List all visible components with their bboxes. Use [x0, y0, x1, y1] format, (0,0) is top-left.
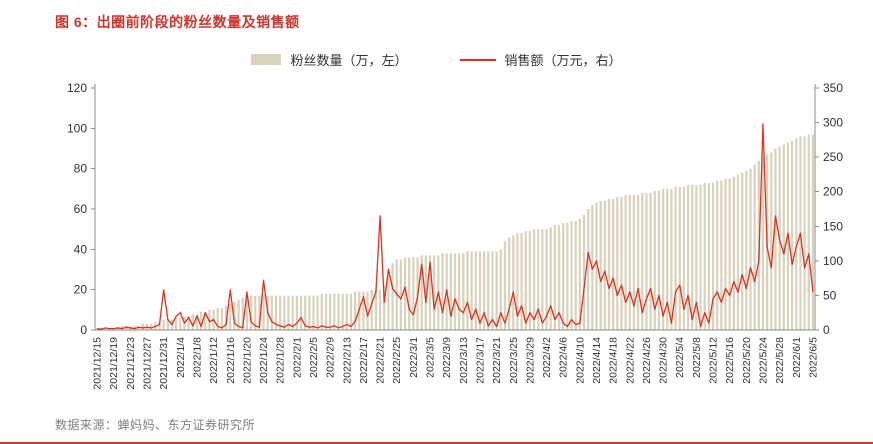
svg-text:2022/4/14: 2022/4/14 — [591, 337, 603, 384]
svg-text:2021/12/31: 2021/12/31 — [158, 337, 170, 390]
svg-text:100: 100 — [823, 254, 843, 268]
figure-title: 图 6：出圈前阶段的粉丝数量及销售额 — [55, 14, 300, 30]
legend-swatch-sales-icon — [459, 58, 496, 61]
svg-text:2022/3/17: 2022/3/17 — [475, 337, 487, 384]
svg-text:100: 100 — [67, 121, 87, 135]
svg-text:60: 60 — [74, 202, 88, 216]
svg-text:20: 20 — [74, 283, 88, 297]
legend-swatch-fans-icon — [251, 54, 282, 65]
svg-text:250: 250 — [823, 150, 843, 164]
svg-text:2022/3/1: 2022/3/1 — [408, 337, 420, 378]
right-axis-labels: 0 50 100 150 200 250 300 350 — [815, 81, 843, 337]
svg-text:300: 300 — [823, 116, 843, 130]
svg-text:2022/3/13: 2022/3/13 — [458, 337, 470, 384]
svg-text:2021/12/19: 2021/12/19 — [108, 337, 120, 390]
svg-text:2022/2/17: 2022/2/17 — [358, 337, 370, 384]
svg-text:2022/4/10: 2022/4/10 — [574, 337, 586, 384]
svg-text:350: 350 — [823, 81, 843, 95]
svg-text:2022/6/5: 2022/6/5 — [807, 337, 819, 378]
svg-text:2022/4/30: 2022/4/30 — [658, 337, 670, 384]
svg-text:2022/2/13: 2022/2/13 — [341, 337, 353, 384]
svg-text:2022/3/25: 2022/3/25 — [508, 337, 520, 384]
svg-text:2022/2/1: 2022/2/1 — [291, 337, 303, 378]
svg-text:2022/5/16: 2022/5/16 — [724, 337, 736, 384]
svg-text:2022/5/20: 2022/5/20 — [741, 337, 753, 384]
legend-label-fans: 粉丝数量（万，左） — [290, 53, 408, 68]
axes — [94, 84, 816, 331]
svg-text:2022/4/2: 2022/4/2 — [541, 337, 553, 378]
svg-text:2022/4/26: 2022/4/26 — [641, 337, 653, 384]
svg-text:2022/1/28: 2022/1/28 — [275, 337, 287, 384]
svg-text:2022/1/8: 2022/1/8 — [192, 337, 204, 378]
svg-text:2022/3/5: 2022/3/5 — [425, 337, 437, 378]
svg-text:2021/12/15: 2021/12/15 — [92, 337, 104, 390]
svg-text:2022/5/4: 2022/5/4 — [674, 337, 686, 378]
svg-text:2022/4/6: 2022/4/6 — [558, 337, 570, 378]
svg-text:120: 120 — [67, 81, 87, 95]
svg-text:2022/5/12: 2022/5/12 — [708, 337, 720, 384]
legend-label-sales: 销售额（万元，右） — [504, 53, 622, 68]
svg-text:2022/3/29: 2022/3/29 — [524, 337, 536, 384]
svg-text:2022/1/16: 2022/1/16 — [225, 337, 237, 384]
svg-text:50: 50 — [823, 288, 837, 302]
svg-text:200: 200 — [823, 185, 843, 199]
x-axis-labels: 2021/12/15 2021/12/19 2021/12/23 2021/12/27… — [92, 337, 820, 390]
svg-text:2021/12/23: 2021/12/23 — [125, 337, 137, 390]
sales-line — [96, 123, 814, 330]
svg-text:2022/2/9: 2022/2/9 — [325, 337, 337, 378]
svg-text:2022/1/4: 2022/1/4 — [175, 337, 187, 378]
svg-text:0: 0 — [823, 323, 830, 337]
svg-text:2022/1/24: 2022/1/24 — [258, 337, 270, 384]
bottom-rule — [0, 442, 873, 444]
svg-text:150: 150 — [823, 219, 843, 233]
svg-text:2022/5/28: 2022/5/28 — [774, 337, 786, 384]
data-source: 数据来源：蝉妈妈、东方证券研究所 — [55, 418, 256, 432]
svg-text:2022/3/21: 2022/3/21 — [491, 337, 503, 384]
legend-item-sales: 销售额（万元，右） — [459, 50, 622, 69]
svg-text:2022/3/9: 2022/3/9 — [441, 337, 453, 378]
svg-text:40: 40 — [74, 242, 88, 256]
svg-text:2022/1/20: 2022/1/20 — [241, 337, 253, 384]
left-axis-labels: 0 20 40 60 80 100 120 — [67, 81, 95, 337]
svg-text:0: 0 — [80, 323, 87, 337]
svg-text:2022/1/12: 2022/1/12 — [208, 337, 220, 384]
svg-text:2022/2/5: 2022/2/5 — [308, 337, 320, 378]
svg-text:2021/12/27: 2021/12/27 — [142, 337, 154, 390]
svg-text:80: 80 — [74, 162, 88, 176]
svg-text:2022/5/8: 2022/5/8 — [691, 337, 703, 378]
svg-text:2022/2/25: 2022/2/25 — [391, 337, 403, 384]
svg-text:2022/4/18: 2022/4/18 — [608, 337, 620, 384]
svg-text:2022/2/21: 2022/2/21 — [375, 337, 387, 384]
svg-text:2022/6/1: 2022/6/1 — [791, 337, 803, 378]
legend-item-fans: 粉丝数量（万，左） — [251, 50, 408, 69]
legend: 粉丝数量（万，左） 销售额（万元，右） — [0, 50, 873, 69]
fans-bars — [95, 134, 815, 330]
chart-svg: 0 20 40 60 80 100 120 0 50 100 150 200 250 300 350 2021… — [67, 81, 843, 390]
svg-text:2022/5/24: 2022/5/24 — [758, 337, 770, 384]
svg-text:2022/4/22: 2022/4/22 — [624, 337, 636, 384]
